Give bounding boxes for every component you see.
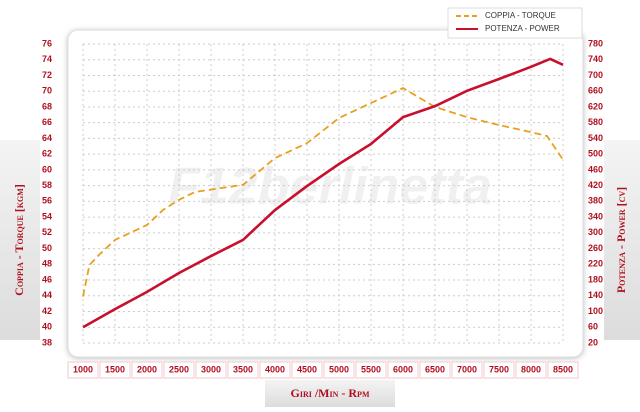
x-tick-box xyxy=(227,361,259,379)
x-tick-label: 1500 xyxy=(105,364,125,374)
y2-tick-label: 260 xyxy=(588,243,603,253)
y-tick-label: 74 xyxy=(42,54,52,64)
y2-axis-title: Potenza - Power [cv] xyxy=(614,187,628,293)
x-tick-label: 6000 xyxy=(393,364,413,374)
x-tick-label: 3500 xyxy=(233,364,253,374)
y2-tick-label: 60 xyxy=(588,322,598,332)
x-tick-box xyxy=(131,361,163,379)
x-tick-box xyxy=(355,361,387,379)
legend-box xyxy=(447,7,583,39)
y-tick-label: 64 xyxy=(42,133,52,143)
y2-tick-label: 740 xyxy=(588,54,603,64)
y2-label-box xyxy=(604,140,640,340)
y-tick-label: 44 xyxy=(42,290,52,300)
y2-tick-label: 460 xyxy=(588,164,603,174)
y-tick-label: 42 xyxy=(42,306,52,316)
y-label-box xyxy=(0,140,40,340)
y2-tick-label: 620 xyxy=(588,101,603,111)
x-tick-box xyxy=(515,361,547,379)
x-tick-label: 7000 xyxy=(457,364,477,374)
x-tick-label: 5500 xyxy=(361,364,381,374)
x-tick-label: 2500 xyxy=(169,364,189,374)
y-axis-title: Coppia - Torque [kgm] xyxy=(12,184,26,296)
y2-tick-label: 420 xyxy=(588,180,603,190)
x-tick-label: 1000 xyxy=(73,364,93,374)
y-tick-label: 62 xyxy=(42,149,52,159)
x-tick-label: 4500 xyxy=(297,364,317,374)
x-tick-box xyxy=(259,361,291,379)
x-tick-box xyxy=(195,361,227,379)
y2-tick-label: 700 xyxy=(588,70,603,80)
series-line xyxy=(82,57,564,329)
x-tick-label: 7500 xyxy=(489,364,509,374)
x-tick-label: 8500 xyxy=(553,364,573,374)
y2-tick-label: 220 xyxy=(588,259,603,269)
y-tick-label: 48 xyxy=(42,259,52,269)
y2-tick-label: 300 xyxy=(588,227,603,237)
y-tick-label: 40 xyxy=(42,322,52,332)
y-tick-label: 76 xyxy=(42,38,52,48)
x-tick-label: 5000 xyxy=(329,364,349,374)
y-tick-label: 46 xyxy=(42,274,52,284)
x-tick-box xyxy=(547,361,579,379)
y2-tick-label: 660 xyxy=(588,86,603,96)
y2-tick-label: 540 xyxy=(588,133,603,143)
y-tick-label: 38 xyxy=(42,337,52,347)
y-tick-label: 50 xyxy=(42,243,52,253)
series-line xyxy=(82,87,564,297)
y-tick-label: 66 xyxy=(42,117,52,127)
y2-tick-label: 180 xyxy=(588,274,603,284)
legend-label: POTENZA - POWER xyxy=(485,24,560,33)
y-tick-label: 52 xyxy=(42,227,52,237)
y2-tick-label: 340 xyxy=(588,211,603,221)
y-tick-label: 68 xyxy=(42,101,52,111)
x-tick-box xyxy=(323,361,355,379)
x-tick-box xyxy=(419,361,451,379)
y2-tick-label: 580 xyxy=(588,117,603,127)
x-tick-label: 4000 xyxy=(265,364,285,374)
x-axis-title: Giri /Min - Rpm xyxy=(291,386,370,400)
y-tick-label: 54 xyxy=(42,211,52,221)
plot-area xyxy=(67,29,584,358)
x-tick-box xyxy=(387,361,419,379)
y-tick-label: 72 xyxy=(42,70,52,80)
x-tick-label: 3000 xyxy=(201,364,221,374)
y2-tick-label: 380 xyxy=(588,196,603,206)
y-tick-label: 60 xyxy=(42,164,52,174)
x-tick-box xyxy=(67,361,99,379)
x-tick-box xyxy=(483,361,515,379)
x-tick-label: 6500 xyxy=(425,364,445,374)
x-tick-box xyxy=(163,361,195,379)
x-tick-label: 2000 xyxy=(137,364,157,374)
legend-label: COPPIA - TORQUE xyxy=(485,11,556,20)
x-tick-box xyxy=(451,361,483,379)
x-tick-box xyxy=(291,361,323,379)
y2-tick-label: 140 xyxy=(588,290,603,300)
y-tick-label: 56 xyxy=(42,196,52,206)
y2-tick-label: 500 xyxy=(588,149,603,159)
x-label-box xyxy=(265,380,395,407)
y2-tick-label: 780 xyxy=(588,38,603,48)
y2-tick-label: 20 xyxy=(588,337,598,347)
x-tick-label: 8000 xyxy=(521,364,541,374)
watermark: F12berlinetta xyxy=(168,158,492,216)
y2-tick-label: 100 xyxy=(588,306,603,316)
x-tick-box xyxy=(99,361,131,379)
y-tick-label: 70 xyxy=(42,86,52,96)
y-tick-label: 58 xyxy=(42,180,52,190)
